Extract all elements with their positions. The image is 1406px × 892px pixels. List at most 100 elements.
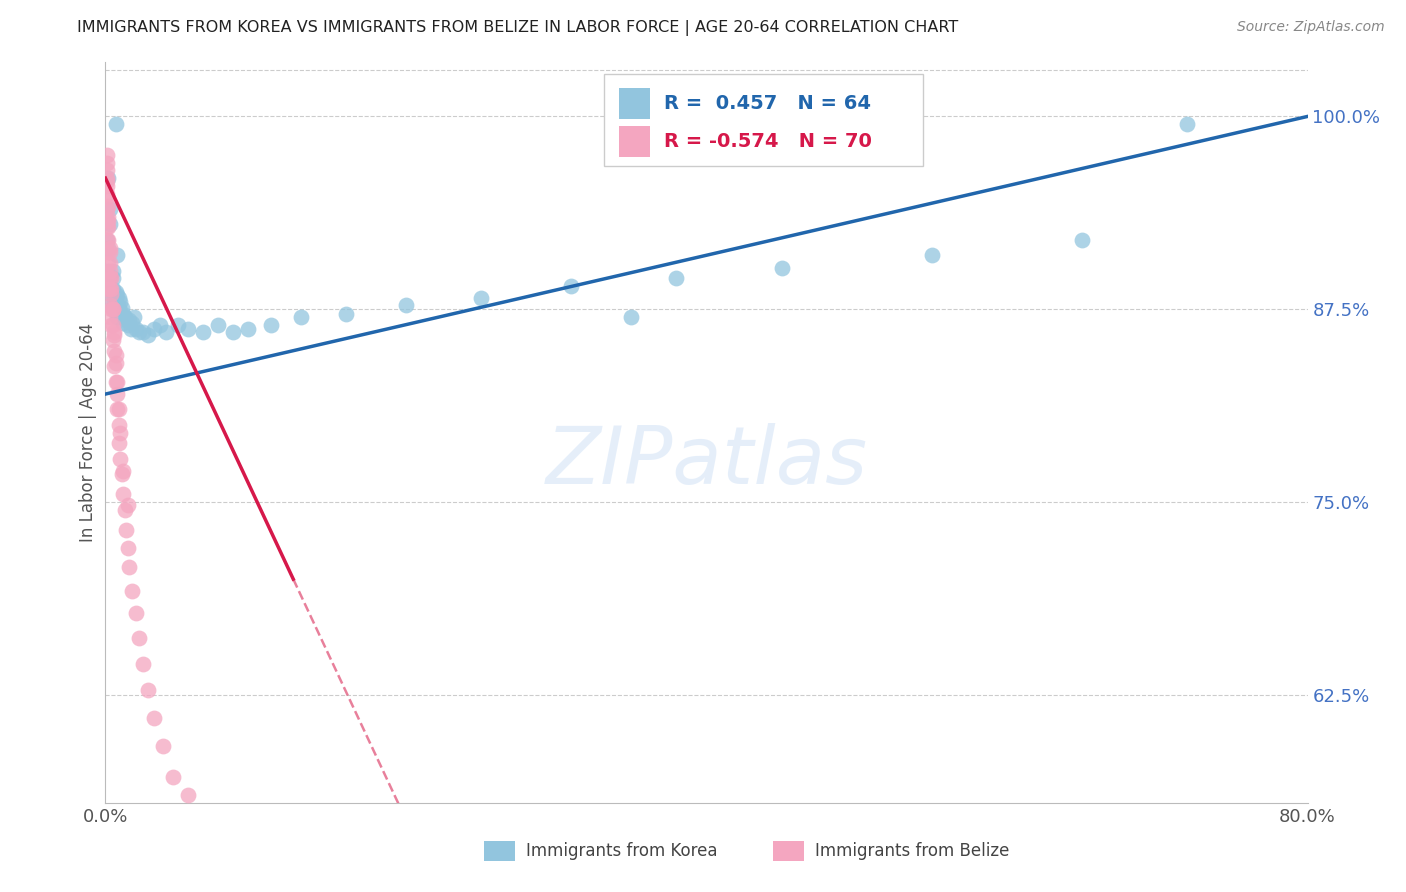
Point <box>96 174 118 188</box>
Bar <box>484 840 516 862</box>
Text: R = -0.574   N = 70: R = -0.574 N = 70 <box>665 132 872 151</box>
Point <box>142 711 165 725</box>
Point <box>770 260 793 275</box>
Point <box>96 220 118 235</box>
Bar <box>619 87 650 119</box>
Point <box>238 322 260 336</box>
Point <box>98 297 121 311</box>
Point <box>114 310 136 324</box>
Point <box>100 297 122 311</box>
Point <box>104 299 127 313</box>
Point <box>132 326 155 340</box>
Point <box>101 271 124 285</box>
Point <box>124 606 146 620</box>
Point <box>117 498 139 512</box>
Point <box>260 318 283 332</box>
Point <box>97 282 120 296</box>
Point <box>108 301 131 315</box>
Point <box>107 248 129 262</box>
Point <box>222 326 245 340</box>
Point <box>103 297 125 311</box>
Y-axis label: In Labor Force | Age 20-64: In Labor Force | Age 20-64 <box>79 323 97 542</box>
Point <box>98 245 121 260</box>
Point <box>98 256 121 270</box>
Point <box>142 322 165 336</box>
Point <box>111 301 134 315</box>
Point <box>121 316 143 330</box>
Point <box>103 328 125 343</box>
Point <box>152 739 174 753</box>
Point <box>96 178 118 193</box>
Point <box>97 269 120 284</box>
Point <box>112 307 135 321</box>
Point <box>96 202 118 216</box>
Point <box>112 464 135 478</box>
Point <box>110 294 132 309</box>
Point <box>96 233 118 247</box>
Bar <box>619 126 650 157</box>
Point <box>560 279 582 293</box>
Point <box>111 467 134 482</box>
Point <box>114 502 136 516</box>
Point <box>98 282 121 296</box>
Point <box>100 286 122 301</box>
Point <box>96 171 118 186</box>
Point <box>101 318 124 332</box>
Point <box>108 402 131 417</box>
Point <box>921 248 943 262</box>
Point <box>112 487 135 501</box>
Point <box>104 356 127 370</box>
Point <box>101 302 124 317</box>
Point <box>395 297 418 311</box>
Point <box>103 343 125 358</box>
Point <box>335 307 357 321</box>
Point <box>101 282 124 296</box>
Point <box>103 292 125 306</box>
Point <box>128 631 150 645</box>
Point <box>107 387 129 401</box>
Point <box>97 214 120 228</box>
Point <box>148 318 170 332</box>
Point <box>97 220 120 235</box>
Point <box>122 310 145 324</box>
Point <box>115 313 138 327</box>
Point <box>107 310 129 324</box>
Point <box>97 199 120 213</box>
Point <box>470 292 492 306</box>
Point <box>191 326 214 340</box>
Text: Immigrants from Korea: Immigrants from Korea <box>526 842 717 860</box>
Point <box>1175 117 1198 131</box>
Point <box>98 263 121 277</box>
Point <box>108 292 131 306</box>
Point <box>124 322 146 336</box>
Point <box>96 186 118 201</box>
Point <box>110 451 132 466</box>
Point <box>98 310 121 324</box>
Point <box>115 523 138 537</box>
Point <box>177 788 200 802</box>
Point <box>136 328 159 343</box>
Point <box>107 375 129 389</box>
Point <box>136 683 159 698</box>
Point <box>620 310 643 324</box>
Point <box>97 245 120 260</box>
Point <box>177 322 200 336</box>
Point <box>101 302 124 317</box>
Text: ZIPatlas: ZIPatlas <box>546 423 868 501</box>
Point <box>132 657 155 671</box>
Bar <box>773 840 804 862</box>
Point <box>107 297 129 311</box>
Point <box>121 584 143 599</box>
Point <box>110 425 132 440</box>
Point <box>665 271 688 285</box>
Point <box>104 349 127 363</box>
Point <box>98 218 121 232</box>
Text: Immigrants from Belize: Immigrants from Belize <box>814 842 1010 860</box>
Point <box>162 770 184 784</box>
Point <box>97 256 120 270</box>
Point <box>155 326 177 340</box>
Point <box>107 288 129 302</box>
Point <box>118 559 141 574</box>
Point <box>96 263 118 277</box>
Point <box>96 212 118 227</box>
